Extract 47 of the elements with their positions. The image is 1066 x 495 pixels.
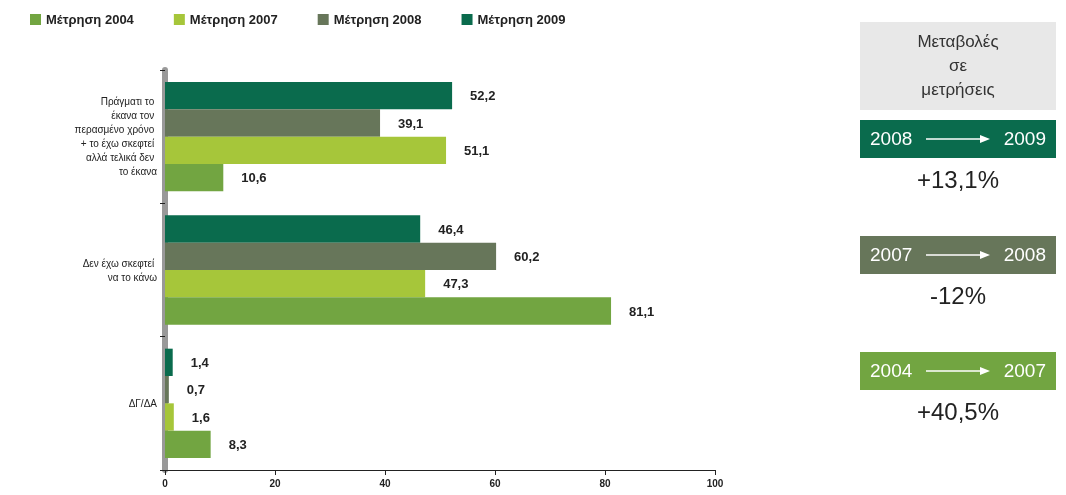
bar <box>165 136 447 164</box>
text: +13,1% <box>915 166 1001 194</box>
data-label: 81,1 <box>629 303 655 319</box>
y-tick-label: Πράγματι το έκανα τον περασμένο χρόνο + το έχω σκεφτεί αλλά τελικά δεν το έκανα <box>74 96 158 178</box>
legend-label: Μέτρηση 2004 <box>46 12 135 27</box>
text: 2008 <box>870 128 913 150</box>
legend-label: Μέτρηση 2009 <box>477 12 566 27</box>
text: +40,5% <box>915 398 1001 426</box>
x-tick-label: 80 <box>599 477 611 489</box>
bar <box>165 348 173 376</box>
data-label: 10,6 <box>241 170 267 186</box>
x-tick-label: 60 <box>489 477 501 489</box>
x-tick-label: 20 <box>269 477 281 489</box>
bar <box>165 242 497 270</box>
data-label: 51,1 <box>464 142 490 158</box>
data-label: 0,7 <box>186 382 205 398</box>
text: 2008 <box>1003 244 1046 266</box>
bar <box>165 270 426 298</box>
data-label: 47,3 <box>443 276 469 292</box>
bar <box>165 215 421 243</box>
data-label: 46,4 <box>438 221 465 237</box>
text: 2007 <box>870 244 913 266</box>
bar <box>165 82 453 110</box>
x-tick-label: 0 <box>162 477 169 489</box>
text: 2004 <box>870 360 913 382</box>
legend-label: Μέτρηση 2008 <box>333 12 422 27</box>
text: 2007 <box>1003 360 1046 382</box>
data-label: 60,2 <box>514 248 540 264</box>
bar <box>165 164 224 192</box>
y-tick-label: Δεν έχω σκεφτεί να το κάνω <box>82 257 158 283</box>
x-tick-label: 40 <box>379 477 391 489</box>
bar <box>165 376 169 404</box>
data-label: 1,6 <box>191 409 210 425</box>
data-label: 39,1 <box>398 115 424 131</box>
x-tick-label: 100 <box>706 477 724 489</box>
text: -12% <box>929 282 987 310</box>
y-tick-label: ΔΓ/ΔΑ <box>128 397 158 409</box>
text: Μεταβολές σε μετρήσεις <box>860 22 1056 110</box>
data-label: 1,4 <box>190 354 210 370</box>
bar <box>165 430 211 458</box>
legend-label: Μέτρηση 2007 <box>189 12 278 27</box>
data-label: 52,2 <box>470 88 496 104</box>
bar <box>165 109 381 137</box>
text: 2009 <box>1003 128 1046 150</box>
bar <box>165 403 174 431</box>
bar <box>165 297 612 325</box>
data-label: 8,3 <box>228 436 247 452</box>
